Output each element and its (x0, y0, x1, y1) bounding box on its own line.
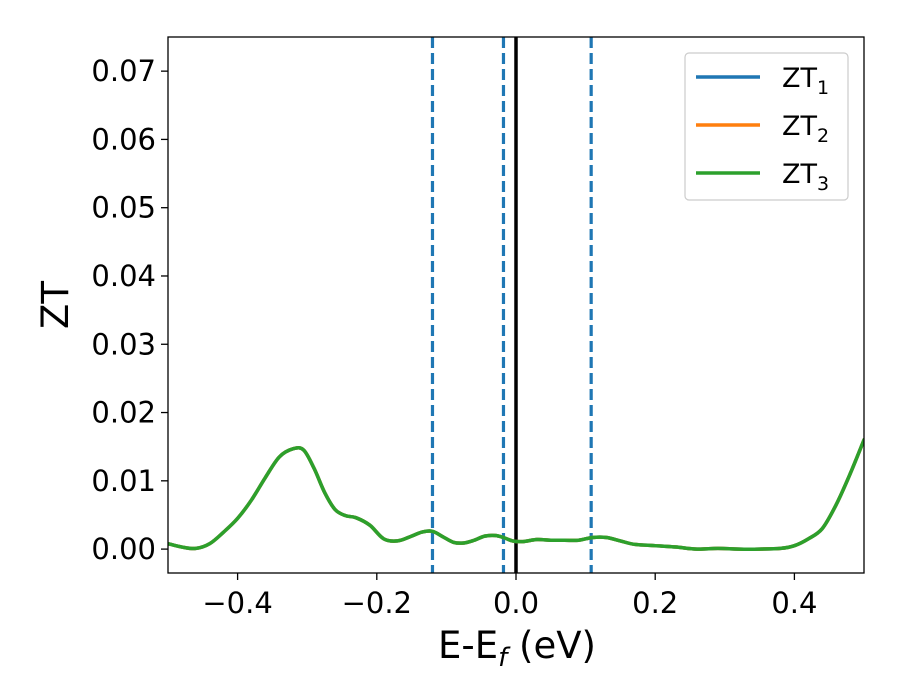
legend-label-main: ZT (782, 111, 817, 142)
series-lines (168, 438, 864, 551)
x-tick-label: 0.0 (493, 586, 539, 620)
series-line-zt3 (168, 438, 864, 551)
y-tick-label: 0.07 (91, 54, 156, 88)
legend-label-zt3: ZT3 (782, 159, 829, 195)
legend-label-subscript: 1 (817, 77, 829, 99)
legend-label-zt1: ZT1 (782, 63, 829, 99)
x-tick-label: 0.4 (771, 586, 817, 620)
x-axis-label-main: E-E (438, 624, 498, 667)
reference-lines (430, 37, 593, 573)
y-tick-label: 0.01 (91, 464, 156, 498)
x-tick-label: −0.2 (342, 586, 412, 620)
y-axis-ticks: 0.00 0.01 0.02 0.03 0.04 0.05 0.06 0.07 (91, 54, 168, 566)
y-tick-label: 0.02 (91, 396, 156, 430)
x-tick-label: −0.4 (202, 586, 272, 620)
y-tick-label: 0.03 (91, 327, 156, 361)
y-tick-label: 0.00 (91, 532, 156, 566)
x-axis-label: E-Ef (eV) (438, 624, 596, 673)
legend-box (684, 52, 849, 201)
y-tick-label: 0.06 (91, 122, 156, 156)
x-axis-ticks: −0.4 −0.2 0.0 0.2 0.4 (202, 573, 817, 620)
y-tick-label: 0.04 (91, 259, 156, 293)
legend-label-zt2: ZT2 (782, 111, 829, 147)
y-axis-label: ZT (34, 281, 77, 329)
legend-label-subscript: 2 (817, 125, 829, 147)
legend-label-main: ZT (782, 63, 817, 94)
legend-label-subscript: 3 (817, 173, 829, 195)
y-tick-label: 0.05 (91, 191, 156, 225)
x-tick-label: 0.2 (632, 586, 678, 620)
legend-label-main: ZT (782, 159, 817, 190)
x-axis-label-unit: (eV) (507, 624, 596, 667)
